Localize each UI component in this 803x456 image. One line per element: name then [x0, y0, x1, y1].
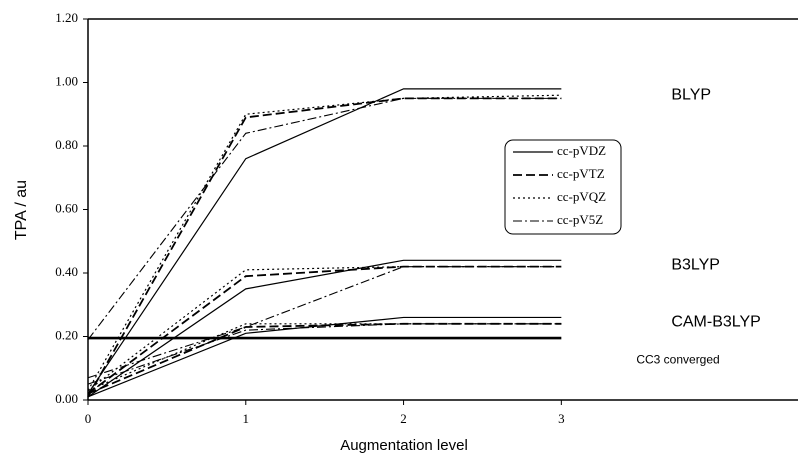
line — [87, 97, 562, 341]
y-axis-label: TPA / au — [13, 180, 30, 240]
x-axis-label: Augmentation level — [340, 437, 468, 454]
line — [87, 94, 562, 391]
legend-box — [504, 139, 622, 235]
x-tick-label: 1 — [243, 411, 250, 426]
x-tick-label: 0 — [85, 411, 92, 426]
legend-label: cc-pVTZ — [557, 166, 605, 181]
line — [87, 316, 562, 398]
line — [87, 266, 562, 379]
group-label: CAM-B3LYP — [671, 313, 761, 330]
line — [87, 322, 562, 395]
line — [87, 265, 562, 395]
group-label: BLYP — [671, 86, 711, 103]
legend-label: cc-pVDZ — [557, 143, 606, 158]
line — [87, 323, 562, 392]
y-tick-label: 0.80 — [55, 137, 78, 152]
legend-label: cc-pVQZ — [557, 189, 606, 204]
line — [87, 259, 562, 398]
x-tick-label: 2 — [400, 411, 407, 426]
y-tick-label: 1.20 — [55, 10, 78, 25]
group-label: B3LYP — [671, 256, 720, 273]
y-tick-label: 0.20 — [55, 327, 78, 342]
line — [87, 323, 562, 385]
line — [87, 88, 562, 394]
reference-label: CC3 converged — [636, 352, 719, 366]
y-tick-label: 0.40 — [55, 264, 78, 279]
line — [87, 266, 562, 391]
y-tick-label: 0.60 — [55, 200, 78, 215]
line — [87, 97, 562, 398]
y-tick-label: 0.00 — [55, 391, 78, 406]
x-tick-label: 3 — [558, 411, 565, 426]
y-tick-label: 1.00 — [55, 73, 78, 88]
legend-label: cc-pV5Z — [557, 212, 603, 227]
